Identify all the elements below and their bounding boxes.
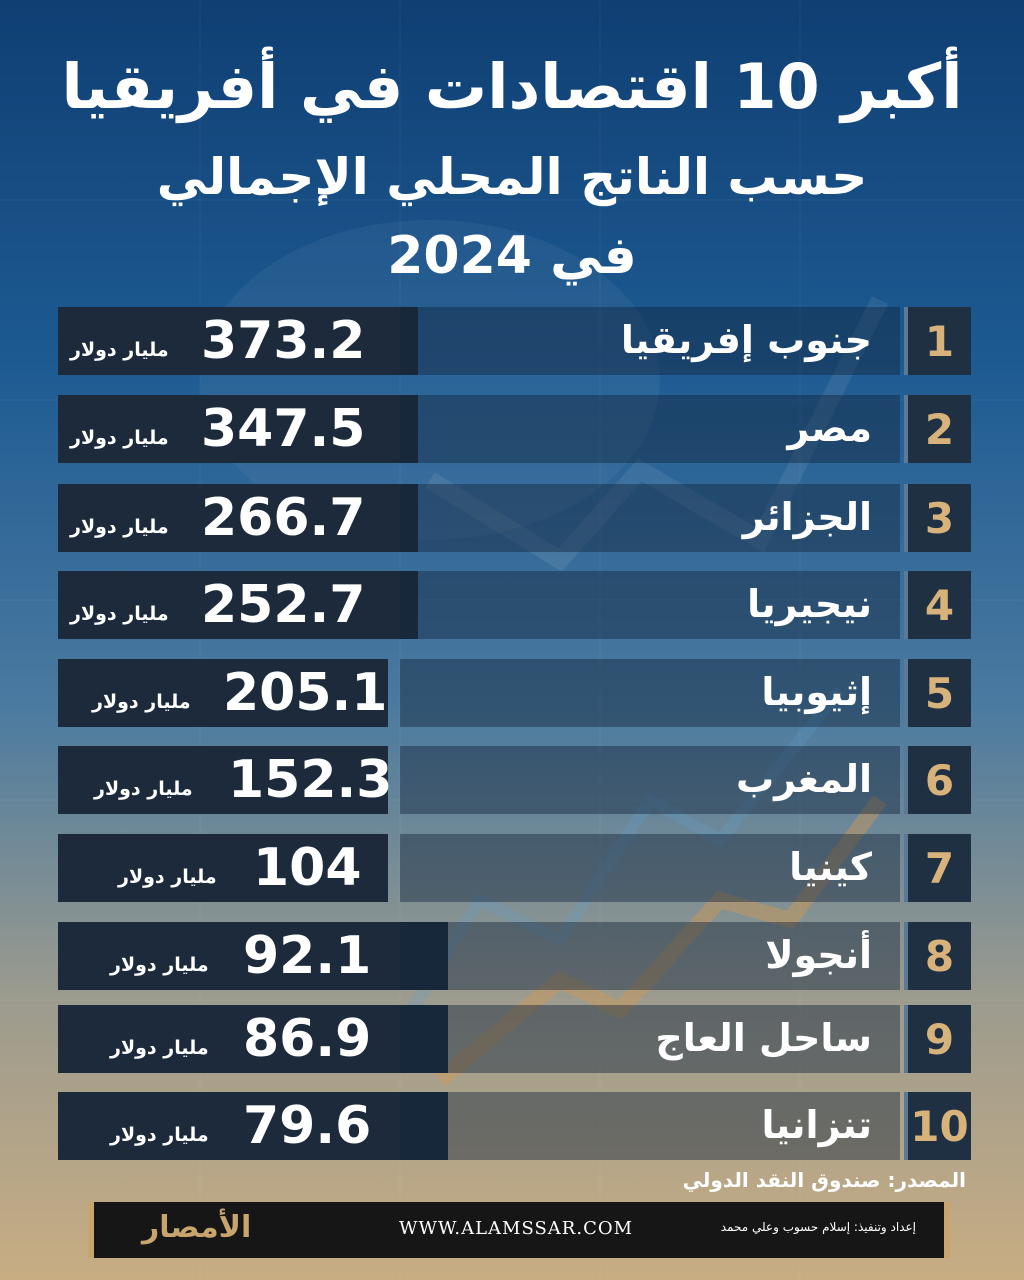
- gdp-value: 152.3: [228, 750, 393, 810]
- unit-label: مليار دولار: [92, 691, 191, 713]
- table-row: 373.2 مليار دولار جنوب إفريقيا 1: [58, 307, 971, 375]
- country-cell: المغرب: [400, 746, 900, 814]
- country-cell: ساحل العاج: [400, 1005, 900, 1073]
- country-name: إثيوبيا: [761, 670, 872, 714]
- value-cell: 92.1 مليار دولار: [58, 922, 448, 990]
- rank-cell: 5: [904, 659, 971, 727]
- gdp-value: 205.1: [223, 663, 388, 723]
- chart-title: أكبر 10 اقتصادات في أفريقيا: [61, 50, 963, 123]
- table-row: 152.3 مليار دولار المغرب 6: [58, 746, 971, 814]
- table-row: 347.5 مليار دولار مصر 2: [58, 395, 971, 463]
- country-cell: نيجيريا: [400, 571, 900, 639]
- chart-subtitle: حسب الناتج المحلي الإجمالي: [156, 148, 868, 206]
- unit-label: مليار دولار: [70, 516, 169, 538]
- country-name: الجزائر: [742, 495, 872, 539]
- country-cell: كينيا: [400, 834, 900, 902]
- gdp-value: 79.6: [243, 1096, 372, 1156]
- rank-number: 7: [924, 844, 955, 893]
- chart-year: في 2024: [387, 226, 637, 286]
- rank-cell: 1: [904, 307, 971, 375]
- source-note: المصدر: صندوق النقد الدولي: [682, 1168, 966, 1192]
- country-name: جنوب إفريقيا: [620, 318, 872, 362]
- rank-number: 3: [924, 494, 955, 543]
- website-link[interactable]: WWW.ALAMSSAR.COM: [399, 1218, 634, 1239]
- country-cell: أنجولا: [400, 922, 900, 990]
- rank-cell: 9: [904, 1005, 971, 1073]
- country-name: تنزانيا: [761, 1103, 873, 1147]
- gdp-value: 92.1: [243, 926, 372, 986]
- gdp-value: 252.7: [201, 575, 366, 635]
- country-name: كينيا: [789, 845, 872, 889]
- country-name: المغرب: [735, 757, 872, 801]
- brand-logo: الأمصار: [142, 1210, 252, 1245]
- country-name: ساحل العاج: [655, 1016, 872, 1060]
- rank-cell: 6: [904, 746, 971, 814]
- gdp-value: 373.2: [201, 311, 366, 371]
- value-cell: 104 مليار دولار: [58, 834, 388, 902]
- value-cell: 347.5 مليار دولار: [58, 395, 418, 463]
- unit-label: مليار دولار: [118, 866, 217, 888]
- footer-bar: الأمصار WWW.ALAMSSAR.COM إعداد وتنفيذ: إ…: [88, 1202, 950, 1258]
- rank-number: 5: [924, 669, 955, 718]
- unit-label: مليار دولار: [110, 1124, 209, 1146]
- rank-cell: 10: [904, 1092, 971, 1160]
- gdp-value: 266.7: [201, 488, 366, 548]
- table-row: 79.6 مليار دولار تنزانيا 10: [58, 1092, 971, 1160]
- value-cell: 373.2 مليار دولار: [58, 307, 418, 375]
- rank-cell: 4: [904, 571, 971, 639]
- country-name: نيجيريا: [747, 582, 872, 626]
- country-cell: مصر: [400, 395, 900, 463]
- unit-label: مليار دولار: [110, 954, 209, 976]
- country-cell: إثيوبيا: [400, 659, 900, 727]
- gdp-value: 347.5: [201, 399, 366, 459]
- value-cell: 252.7 مليار دولار: [58, 571, 418, 639]
- credits-text: إعداد وتنفيذ: إسلام حسوب وعلي محمد: [720, 1220, 916, 1234]
- value-cell: 79.6 مليار دولار: [58, 1092, 448, 1160]
- country-name: مصر: [787, 406, 872, 450]
- table-row: 86.9 مليار دولار ساحل العاج 9: [58, 1005, 971, 1073]
- table-row: 205.1 مليار دولار إثيوبيا 5: [58, 659, 971, 727]
- gdp-value: 86.9: [243, 1009, 372, 1069]
- table-row: 92.1 مليار دولار أنجولا 8: [58, 922, 971, 990]
- rank-number: 2: [924, 405, 955, 454]
- unit-label: مليار دولار: [70, 339, 169, 361]
- table-row: 266.7 مليار دولار الجزائر 3: [58, 484, 971, 552]
- rank-cell: 2: [904, 395, 971, 463]
- unit-label: مليار دولار: [94, 778, 193, 800]
- country-cell: تنزانيا: [400, 1092, 900, 1160]
- value-cell: 152.3 مليار دولار: [58, 746, 392, 814]
- country-cell: جنوب إفريقيا: [400, 307, 900, 375]
- country-cell: الجزائر: [400, 484, 900, 552]
- unit-label: مليار دولار: [70, 603, 169, 625]
- value-cell: 266.7 مليار دولار: [58, 484, 418, 552]
- rank-number: 4: [924, 581, 955, 630]
- value-cell: 86.9 مليار دولار: [58, 1005, 448, 1073]
- rank-number: 8: [924, 932, 955, 981]
- value-cell: 205.1 مليار دولار: [58, 659, 388, 727]
- rank-cell: 3: [904, 484, 971, 552]
- rank-number: 6: [924, 756, 955, 805]
- rank-number: 9: [924, 1015, 955, 1064]
- rank-cell: 7: [904, 834, 971, 902]
- country-name: أنجولا: [765, 933, 872, 977]
- table-row: 104 مليار دولار كينيا 7: [58, 834, 971, 902]
- gdp-value: 104: [253, 838, 362, 898]
- rank-number: 1: [924, 317, 955, 366]
- unit-label: مليار دولار: [70, 427, 169, 449]
- unit-label: مليار دولار: [110, 1037, 209, 1059]
- table-row: 252.7 مليار دولار نيجيريا 4: [58, 571, 971, 639]
- rank-cell: 8: [904, 922, 971, 990]
- rank-number: 10: [910, 1102, 969, 1151]
